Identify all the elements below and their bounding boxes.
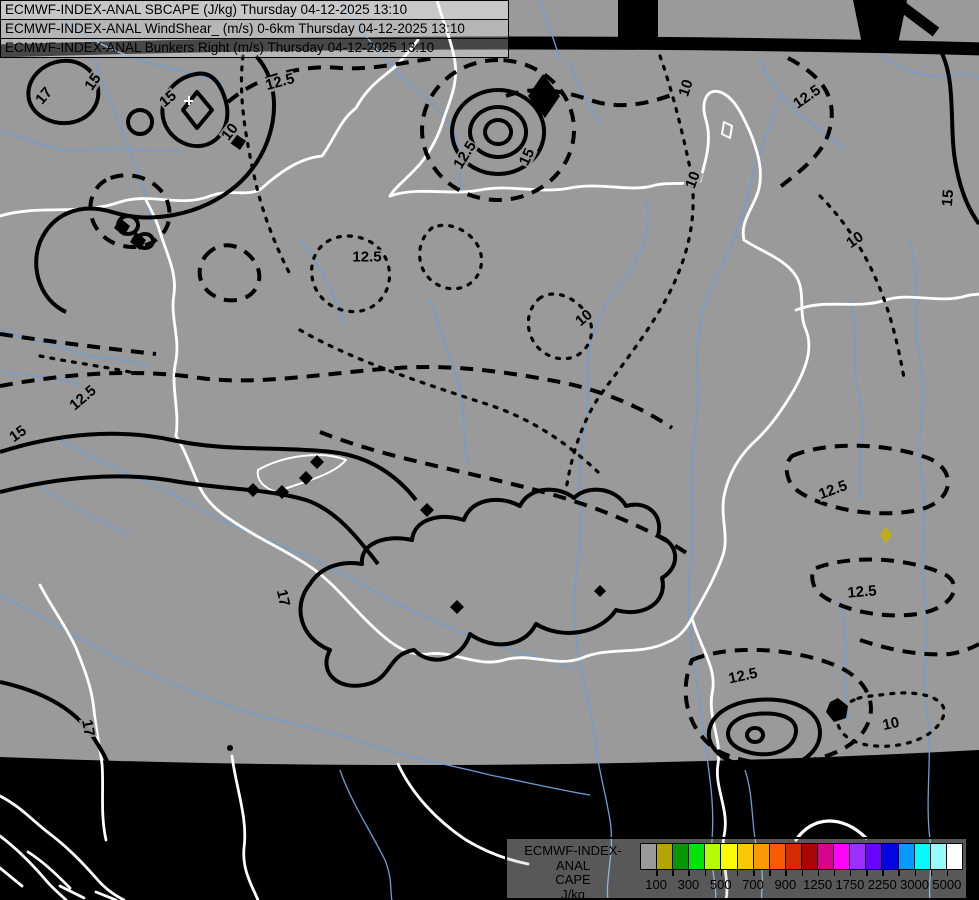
colorbar-cell <box>866 844 883 869</box>
contour-label: 17 <box>272 587 294 609</box>
contour-label: 15 <box>81 70 105 94</box>
colorbar-tick <box>785 869 787 876</box>
header-line-sbcape: ECMWF-INDEX-ANAL SBCAPE (J/kg) Thursday … <box>0 0 509 20</box>
colorbar-cell <box>785 844 802 869</box>
contour-label: 17 <box>32 84 56 108</box>
legend-title-line-1: ECMWF-INDEX-ANAL <box>524 843 622 873</box>
colorbar-cell <box>641 844 658 869</box>
colorbar-cell <box>721 844 738 869</box>
colorbar-tick-label: 500 <box>709 877 732 892</box>
colorbar-cell <box>930 844 947 869</box>
colorbar-cell <box>705 844 722 869</box>
colorbar-cell <box>769 844 786 869</box>
cape-legend: ECMWF-INDEX-ANAL CAPE J/kg 100 300 500 700 9… <box>505 837 968 900</box>
colorbar-tick <box>704 869 707 876</box>
colorbar-cell <box>834 844 851 869</box>
contour-label: 12.5 <box>845 582 879 602</box>
legend-title-line-2: CAPE <box>555 872 591 887</box>
legend-title: ECMWF-INDEX-ANAL CAPE J/kg <box>509 843 637 900</box>
contour-label: 12.5 <box>262 70 298 94</box>
colorbar-cell <box>882 844 899 869</box>
contour-label: 15 <box>6 422 30 446</box>
contour-label: 15 <box>156 87 180 111</box>
colorbar-tick <box>753 869 755 876</box>
contour-label: 10 <box>843 228 867 252</box>
contour-label: 12.5 <box>66 382 100 414</box>
colorbar-tick <box>720 869 723 876</box>
colorbar-cell <box>657 844 674 869</box>
colorbar-cell <box>818 844 835 869</box>
colorbar-tick <box>736 869 739 876</box>
colorbar-cell <box>737 844 754 869</box>
colorbar-tick <box>817 869 820 876</box>
header-line-windshear: ECMWF-INDEX-ANAL WindShear_ (m/s) 0-6km … <box>0 19 509 39</box>
colorbar-tick-label: 100 <box>645 877 667 892</box>
header-line-bunkers: ECMWF-INDEX-ANAL Bunkers Right (m/s) Thu… <box>0 38 509 58</box>
contour-label: 12.5 <box>351 248 383 266</box>
colorbar-tick-label: 700 <box>742 877 764 892</box>
station-cross-marker <box>184 96 193 105</box>
colorbar-cell <box>753 844 770 869</box>
colorbar-tick-label: 1750 <box>835 877 865 892</box>
colorbar-tick <box>833 869 836 876</box>
contour-label: 10 <box>675 76 697 100</box>
colorbar-cell <box>673 844 690 869</box>
colorbar-tick-label: 300 <box>677 877 700 892</box>
colorbar-cell <box>801 844 819 869</box>
colorbar-tick <box>849 869 852 876</box>
colorbar-tick-label: 3000 <box>900 877 930 892</box>
colorbar-cell <box>898 844 915 869</box>
colorbar-tick <box>898 869 900 876</box>
colorbar-cell <box>946 844 962 869</box>
wind-glyphs <box>114 74 848 751</box>
contour-label: 12.5 <box>815 477 851 503</box>
colorbar-cell <box>914 844 931 869</box>
colorbar-tick <box>769 869 771 876</box>
map-header: ECMWF-INDEX-ANAL SBCAPE (J/kg) Thursday … <box>0 0 509 58</box>
contour-label: 12.5 <box>726 664 760 688</box>
colorbar-tick <box>672 869 674 876</box>
colorbar-tick <box>914 869 917 876</box>
colorbar-tick-label: 5000 <box>932 877 962 892</box>
colorbar-tick-label: 900 <box>774 877 797 892</box>
contours-solid <box>0 44 979 772</box>
legend-title-line-3: J/kg <box>561 886 585 900</box>
contour-label: 10 <box>682 168 704 192</box>
contour-label: 12.5 <box>450 137 480 173</box>
colorbar-tick <box>930 869 933 876</box>
contours-dashed <box>0 56 979 766</box>
contour-label: 15 <box>515 145 539 169</box>
colorbar-tick <box>946 869 949 876</box>
colorbar <box>640 843 963 870</box>
cape-marker-diamond <box>880 527 892 543</box>
colorbar-tick-label: 2250 <box>867 877 897 892</box>
colorbar-tick <box>866 869 868 876</box>
contours-dotted <box>38 54 946 748</box>
colorbar-cell <box>850 844 867 869</box>
colorbar-tick-label: 1250 <box>803 877 833 892</box>
contour-label: 10 <box>572 306 596 330</box>
colorbar-tick <box>656 869 658 876</box>
contour-label: 12.5 <box>789 81 825 113</box>
colorbar-tick-labels: 100 300 500 700 900 1250 1750 2250 3000 5000 <box>640 877 963 893</box>
contour-label: 10 <box>218 120 242 144</box>
colorbar-tick <box>882 869 884 876</box>
contour-label: 15 <box>938 188 958 208</box>
contour-label: 17 <box>78 717 98 739</box>
colorbar-cell <box>689 844 706 869</box>
contour-label: 10 <box>880 713 902 735</box>
colorbar-tick <box>801 869 803 876</box>
colorbar-tick <box>688 869 690 876</box>
colorbar-ticks <box>640 869 963 877</box>
